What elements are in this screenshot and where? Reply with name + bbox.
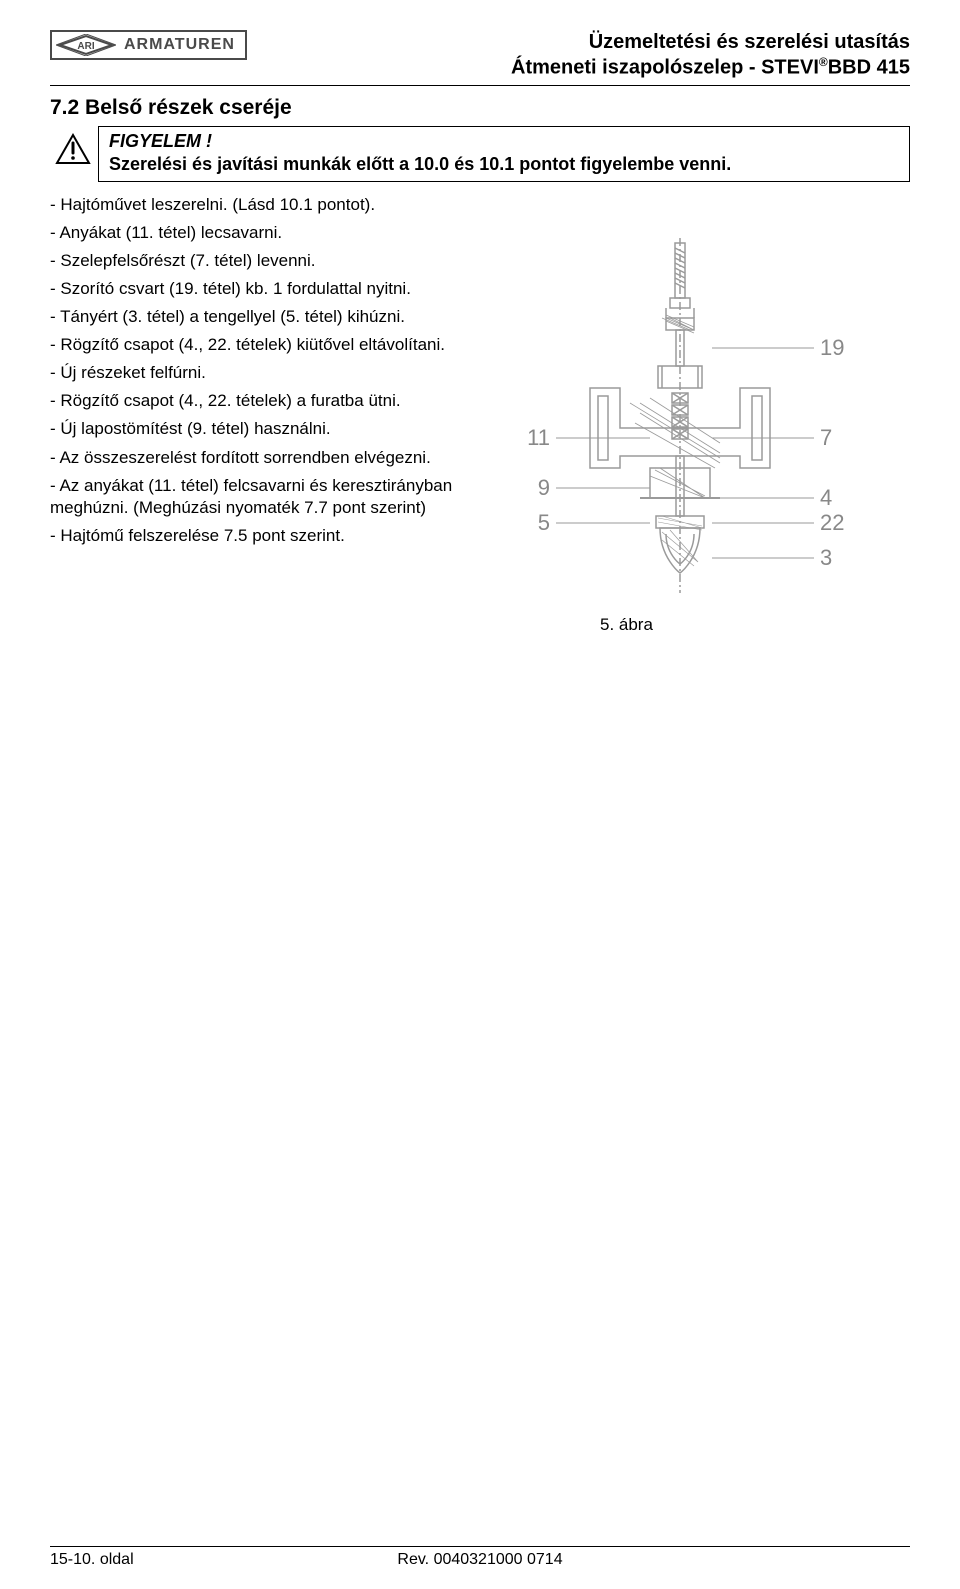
list-item: - Új részeket felfúrni. (50, 362, 470, 384)
list-item: - Hajtómű felszerelése 7.5 pont szerint. (50, 525, 470, 547)
callout-number: 5 (538, 510, 550, 535)
callout-number: 9 (538, 475, 550, 500)
brand-logo: ARI ARMATUREN (50, 30, 247, 60)
list-item: - Új lapostömítést (9. tétel) használni. (50, 418, 470, 440)
section-title: 7.2 Belső részek cseréje (50, 96, 910, 120)
attention-heading: FIGYELEM ! (109, 131, 899, 152)
warning-triangle-icon (55, 133, 91, 165)
content-row: - Hajtóművet leszerelni. (Lásd 10.1 pont… (50, 188, 910, 635)
header-title-line2: Átmeneti iszapolószelep - STEVI®BBD 415 (511, 55, 910, 81)
list-item: - Az összeszerelést fordított sorrendben… (50, 447, 470, 469)
callout-number: 22 (820, 510, 844, 535)
list-item: - Hajtóművet leszerelni. (Lásd 10.1 pont… (50, 194, 470, 216)
list-item: - Tányért (3. tétel) a tengellyel (5. té… (50, 306, 470, 328)
footer-left: 15-10. oldal (50, 1551, 134, 1569)
list-item: - Rögzítő csapot (4., 22. tételek) kiütő… (50, 334, 470, 356)
list-item: - Szorító csvart (19. tétel) kb. 1 fordu… (50, 278, 470, 300)
figure-caption: 5. ábra (600, 615, 910, 635)
figure-column: 11 9 5 19 7 422 3 5. ábra (490, 188, 910, 635)
attention-text: Szerelési és javítási munkák előtt a 10.… (109, 154, 899, 175)
footer-mid: Rev. 0040321000 0714 (397, 1551, 562, 1569)
callout-number: 4 (820, 485, 832, 510)
list-item: - Anyákat (11. tétel) lecsavarni. (50, 222, 470, 244)
logo-text: ARMATUREN (124, 36, 235, 54)
list-item: - Az anyákat (11. tétel) felcsavarni és … (50, 475, 470, 519)
callout-number: 7 (820, 425, 832, 450)
callout-number: 19 (820, 335, 844, 360)
logo-diamond-icon: ARI (56, 34, 116, 56)
svg-text:ARI: ARI (77, 41, 94, 52)
list-item: - Rögzítő csapot (4., 22. tételek) a fur… (50, 390, 470, 412)
page-header: ARI ARMATUREN Üzemeltetési és szerelési … (50, 30, 910, 86)
attention-box: FIGYELEM ! Szerelési és javítási munkák … (98, 126, 910, 182)
callout-number: 3 (820, 545, 832, 570)
list-item: - Szelepfelsőrészt (7. tétel) levenni. (50, 250, 470, 272)
procedure-list: - Hajtóművet leszerelni. (Lásd 10.1 pont… (50, 188, 470, 635)
technical-drawing-icon: 11 9 5 19 7 422 3 (490, 238, 870, 598)
header-title-line1: Üzemeltetési és szerelési utasítás (511, 30, 910, 55)
header-titles: Üzemeltetési és szerelési utasítás Átmen… (511, 30, 910, 81)
callout-number: 11 (527, 425, 550, 450)
page-footer: 15-10. oldal Rev. 0040321000 0714 (50, 1546, 910, 1569)
